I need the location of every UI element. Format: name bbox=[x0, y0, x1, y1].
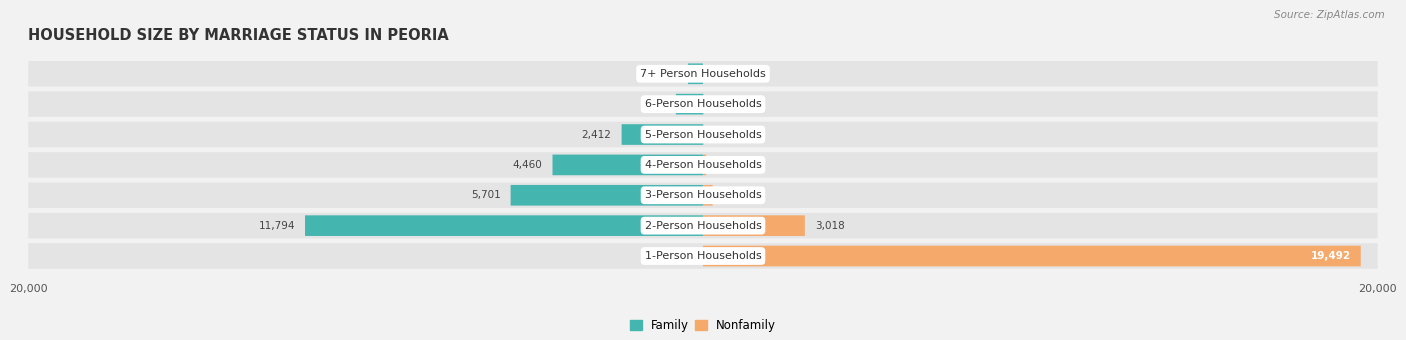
FancyBboxPatch shape bbox=[703, 155, 706, 175]
FancyBboxPatch shape bbox=[28, 122, 1378, 147]
Text: 6-Person Households: 6-Person Households bbox=[644, 99, 762, 109]
Text: 0: 0 bbox=[713, 69, 720, 79]
FancyBboxPatch shape bbox=[703, 246, 1361, 266]
FancyBboxPatch shape bbox=[703, 185, 713, 206]
Text: 803: 803 bbox=[645, 99, 666, 109]
Text: 20: 20 bbox=[714, 99, 727, 109]
FancyBboxPatch shape bbox=[553, 155, 703, 175]
Text: 19,492: 19,492 bbox=[1310, 251, 1351, 261]
Text: 2,412: 2,412 bbox=[582, 130, 612, 139]
Text: 1-Person Households: 1-Person Households bbox=[644, 251, 762, 261]
Text: 446: 446 bbox=[658, 69, 678, 79]
FancyBboxPatch shape bbox=[28, 152, 1378, 178]
Text: 5,701: 5,701 bbox=[471, 190, 501, 200]
Legend: Family, Nonfamily: Family, Nonfamily bbox=[630, 319, 776, 332]
Text: 4,460: 4,460 bbox=[513, 160, 543, 170]
Text: 4-Person Households: 4-Person Households bbox=[644, 160, 762, 170]
FancyBboxPatch shape bbox=[28, 243, 1378, 269]
Text: 92: 92 bbox=[716, 160, 730, 170]
FancyBboxPatch shape bbox=[510, 185, 703, 206]
Text: 11,794: 11,794 bbox=[259, 221, 295, 231]
Text: 2-Person Households: 2-Person Households bbox=[644, 221, 762, 231]
Text: 7+ Person Households: 7+ Person Households bbox=[640, 69, 766, 79]
Text: 3-Person Households: 3-Person Households bbox=[644, 190, 762, 200]
FancyBboxPatch shape bbox=[621, 124, 703, 145]
Text: 18: 18 bbox=[714, 130, 727, 139]
FancyBboxPatch shape bbox=[676, 94, 703, 115]
FancyBboxPatch shape bbox=[305, 215, 703, 236]
Text: Source: ZipAtlas.com: Source: ZipAtlas.com bbox=[1274, 10, 1385, 20]
FancyBboxPatch shape bbox=[28, 91, 1378, 117]
FancyBboxPatch shape bbox=[688, 64, 703, 84]
FancyBboxPatch shape bbox=[28, 183, 1378, 208]
FancyBboxPatch shape bbox=[28, 61, 1378, 87]
Text: HOUSEHOLD SIZE BY MARRIAGE STATUS IN PEORIA: HOUSEHOLD SIZE BY MARRIAGE STATUS IN PEO… bbox=[28, 28, 449, 43]
Text: 3,018: 3,018 bbox=[815, 221, 845, 231]
Text: 5-Person Households: 5-Person Households bbox=[644, 130, 762, 139]
Text: 286: 286 bbox=[723, 190, 742, 200]
FancyBboxPatch shape bbox=[703, 215, 804, 236]
FancyBboxPatch shape bbox=[28, 213, 1378, 238]
